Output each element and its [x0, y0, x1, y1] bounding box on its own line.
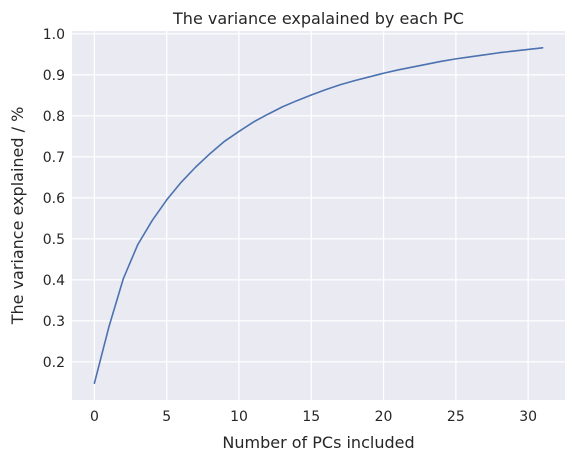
x-tick-label: 25 [447, 409, 465, 425]
data-point [122, 278, 124, 280]
x-tick-label: 0 [90, 409, 99, 425]
y-tick-labels: 0.2 0.3 0.4 0.5 0.6 0.7 0.8 0.9 1.0 [43, 27, 65, 371]
data-point [310, 94, 312, 96]
y-tick-label: 0.2 [43, 355, 65, 371]
data-point [411, 66, 414, 68]
data-point [166, 199, 168, 201]
data-point [209, 152, 211, 155]
data-point [325, 89, 327, 91]
data-point [513, 50, 515, 52]
grid-lines [72, 31, 565, 400]
data-point [527, 48, 529, 51]
data-point [498, 52, 500, 54]
data-point [137, 244, 139, 246]
x-tick-labels: 0 5 10 15 20 25 30 [90, 409, 537, 425]
data-point [252, 121, 255, 123]
y-tick-label: 0.8 [43, 109, 65, 125]
y-tick-label: 0.7 [43, 150, 65, 166]
y-tick-label: 0.3 [43, 314, 65, 330]
y-tick-label: 0.9 [43, 68, 65, 84]
data-point [151, 219, 153, 222]
data-point [238, 130, 240, 133]
y-tick-label: 0.4 [43, 273, 65, 289]
series-layer [93, 47, 544, 384]
data-point [469, 56, 471, 58]
y-tick-label: 1.0 [43, 27, 65, 43]
data-point [426, 63, 428, 65]
data-point [440, 60, 442, 62]
data-point [108, 326, 110, 328]
data-point [267, 113, 269, 115]
x-axis-label: Number of PCs included [222, 433, 414, 452]
y-axis-label: The variance explained / % [8, 107, 27, 326]
data-point [541, 47, 544, 49]
x-tick-label: 30 [519, 409, 537, 425]
data-point [382, 72, 385, 74]
data-point [484, 54, 486, 56]
y-tick-label: 0.5 [43, 232, 65, 248]
x-tick-label: 20 [375, 409, 393, 425]
data-point [354, 80, 356, 82]
plot-area [72, 31, 565, 400]
x-tick-label: 10 [230, 409, 248, 425]
data-point [397, 69, 399, 71]
data-point [368, 76, 370, 78]
data-point [339, 84, 341, 86]
x-tick-label: 15 [302, 409, 320, 425]
data-point [296, 100, 298, 102]
data-point [455, 58, 457, 60]
y-tick-label: 0.6 [43, 191, 65, 207]
series-line [93, 47, 544, 384]
data-point [180, 181, 182, 183]
chart-title: The variance expalained by each PC [172, 9, 464, 28]
data-point [195, 166, 197, 168]
data-point [93, 382, 96, 384]
data-point [223, 140, 226, 142]
data-point [281, 106, 283, 108]
x-tick-label: 5 [162, 409, 171, 425]
